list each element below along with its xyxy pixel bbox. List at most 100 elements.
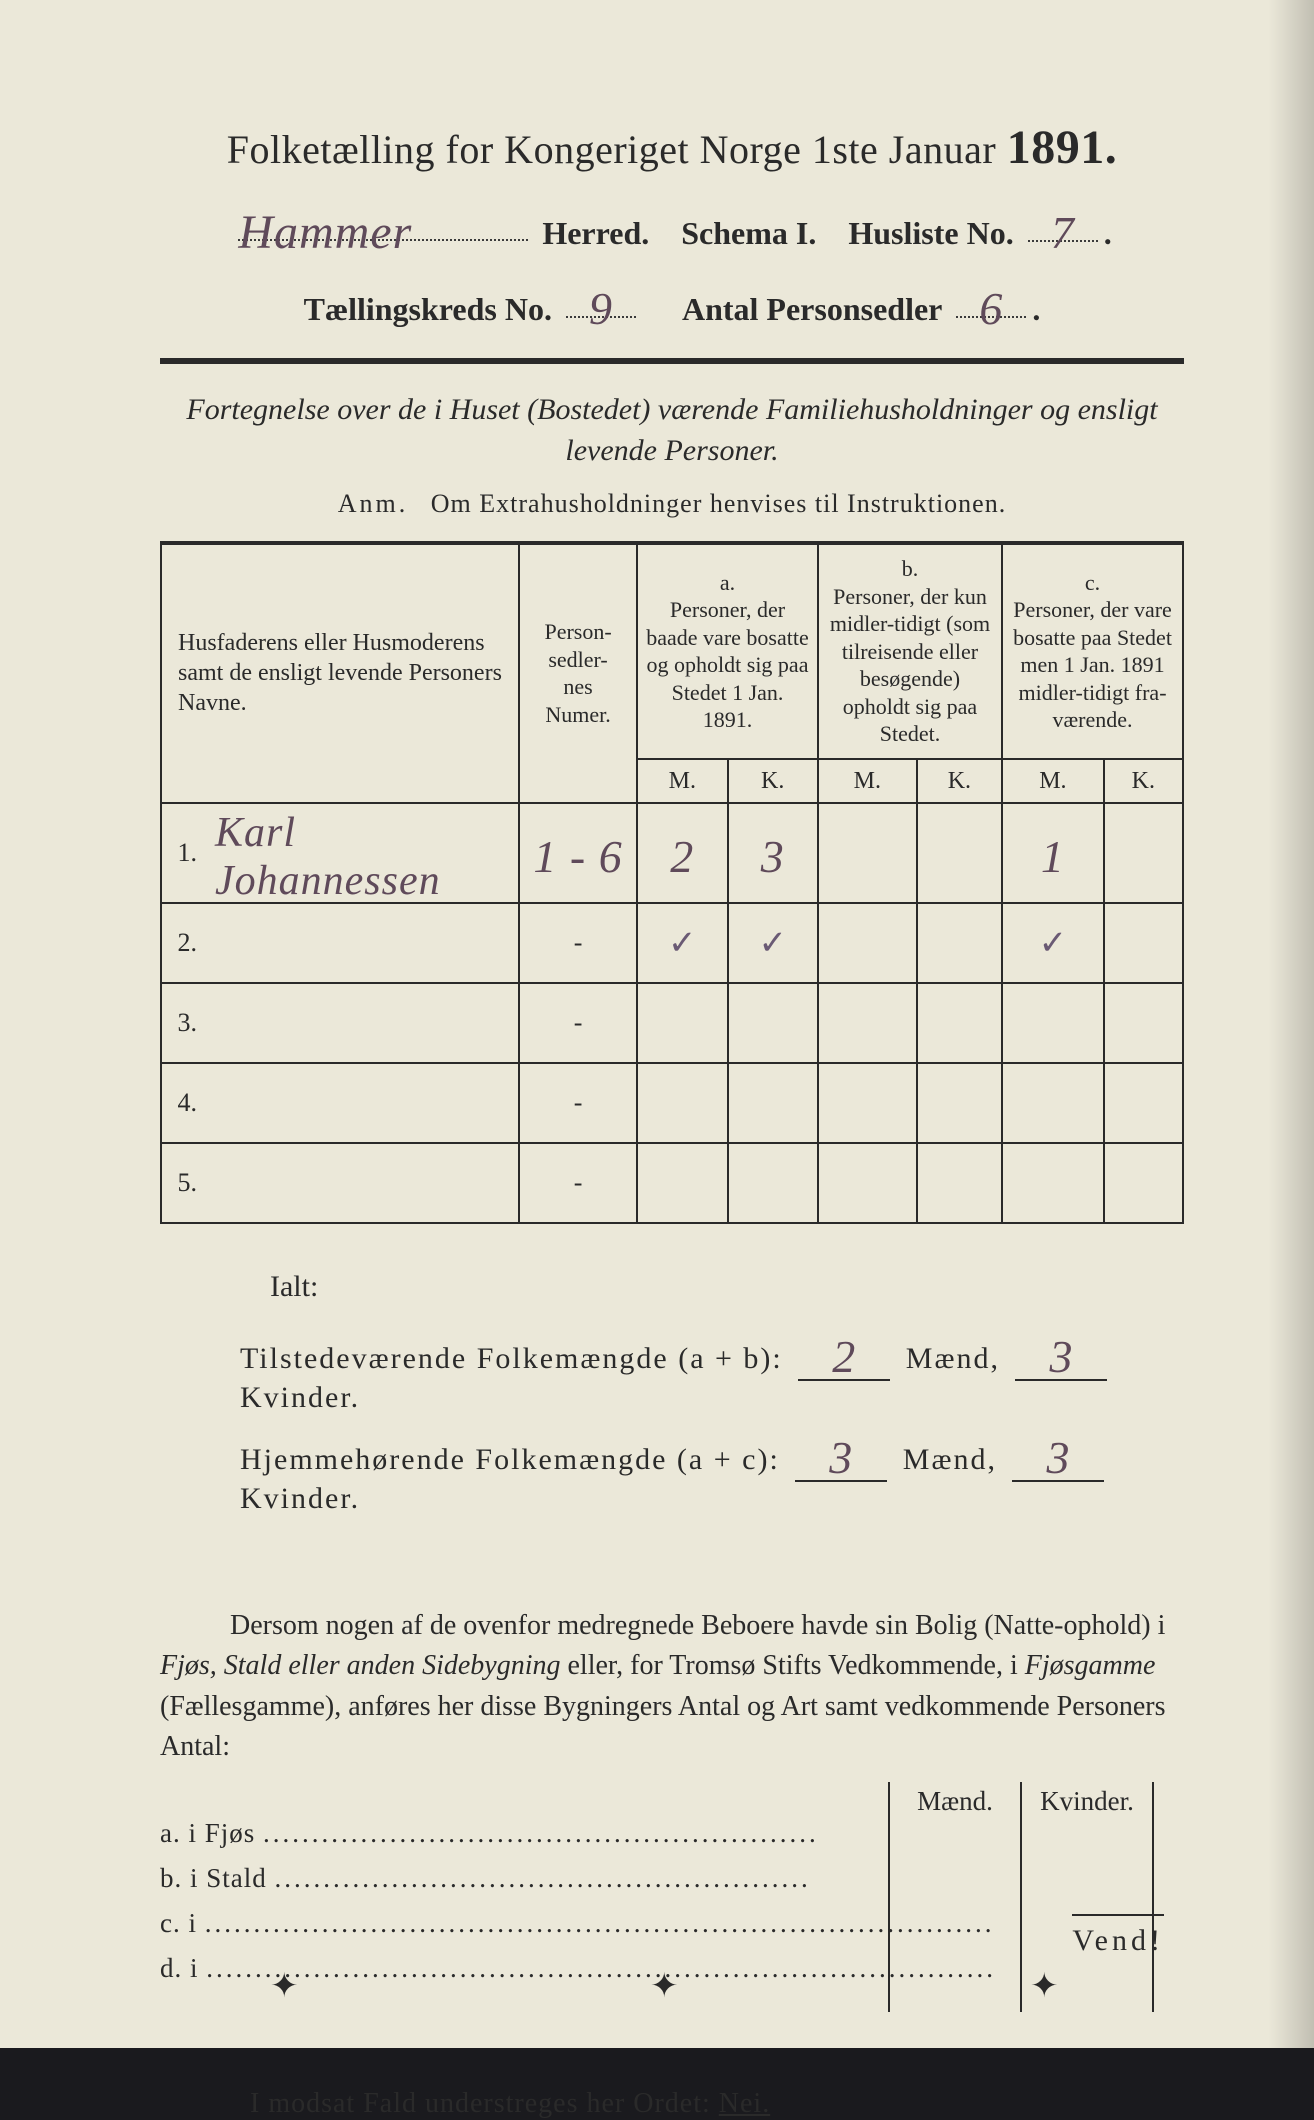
col-a-k: K. xyxy=(728,759,818,803)
ialt-block: Ialt: Tilstedeværende Folkemængde (a + b… xyxy=(160,1270,1184,1516)
subtitle-line1: Fortegnelse over de i Huset (Bostedet) v… xyxy=(186,393,1157,426)
row-c-k xyxy=(1104,903,1183,983)
row-number: 2. xyxy=(161,903,207,983)
row-c-m xyxy=(1002,983,1104,1063)
col-c-header: c. Personer, der vare bosatte paa Stedet… xyxy=(1002,543,1183,759)
row-num: - xyxy=(519,1063,637,1143)
row-c-k xyxy=(1104,1063,1183,1143)
row-b-m xyxy=(818,983,917,1063)
ialt-row1-label: Tilstedeværende Folkemængde (a + b): xyxy=(240,1342,783,1375)
row-a-k: ✓ xyxy=(728,903,818,983)
herred-label: Herred. xyxy=(542,215,649,251)
subtitle: Fortegnelse over de i Huset (Bostedet) v… xyxy=(160,390,1184,471)
row-num: 1 - 6 xyxy=(519,803,637,903)
row-a-m: ✓ xyxy=(637,903,727,983)
personsedler-label: Antal Personsedler xyxy=(682,291,942,327)
ialt-kvinder: Kvinder. xyxy=(240,1381,360,1414)
page-marker-icon: ✦ xyxy=(1030,1966,1059,2006)
col-c-k: K. xyxy=(1104,759,1183,803)
kreds-value: 9 xyxy=(589,283,613,334)
row-a-k xyxy=(728,983,818,1063)
subtitle-line2: levende Personer. xyxy=(565,434,778,467)
para-t3: (Fællesgamme), anføres her disse Bygning… xyxy=(160,1691,1165,1763)
para-t2: eller, for Tromsø Stifts Vedkommende, i xyxy=(561,1650,1025,1681)
lower-dots-b: ........................................… xyxy=(275,1863,811,1893)
row-name xyxy=(207,983,519,1063)
col-b-k: K. xyxy=(917,759,1002,803)
ialt-row1-m: 2 xyxy=(832,1331,856,1382)
title-line: Folketælling for Kongeriget Norge 1ste J… xyxy=(160,120,1184,175)
lower-dots-c: ........................................… xyxy=(205,1908,995,1938)
lower-label-b: b. i Stald xyxy=(160,1863,267,1893)
husliste-value: 7 xyxy=(1051,207,1075,258)
header-line-2: Tællingskreds No. 9 Antal Personsedler 6… xyxy=(160,278,1184,328)
col-a-m: M. xyxy=(637,759,727,803)
modsat-nei: Nei. xyxy=(719,2088,770,2119)
row-b-k xyxy=(917,803,1002,903)
row-c-m xyxy=(1002,1063,1104,1143)
table-body: 1. Karl Johannessen 1 - 6 2 3 1 2. - ✓ ✓… xyxy=(161,803,1183,1223)
instruction-paragraph: Dersom nogen af de ovenfor medregnede Be… xyxy=(160,1606,1184,1768)
row-b-m xyxy=(818,1063,917,1143)
census-form-page: Folketælling for Kongeriget Norge 1ste J… xyxy=(0,0,1314,2048)
para-t1: Dersom nogen af de ovenfor medregnede Be… xyxy=(230,1610,1165,1641)
lower-line: b. i Stald .............................… xyxy=(160,1863,1184,1894)
heavy-rule xyxy=(160,358,1184,364)
col-b-header: b. Personer, der kun midler-tidigt (som … xyxy=(818,543,1002,759)
col-b-top: b. xyxy=(827,555,993,583)
lower-line: a. i Fjøs ..............................… xyxy=(160,1818,1184,1849)
ialt-row2-k: 3 xyxy=(1046,1432,1070,1483)
lower-dots-a: ........................................… xyxy=(263,1818,819,1848)
row-b-m xyxy=(818,803,917,903)
ialt-kvinder2: Kvinder. xyxy=(240,1482,360,1515)
table-row: 4. - xyxy=(161,1063,1183,1143)
row-number: 4. xyxy=(161,1063,207,1143)
schema-label: Schema I. xyxy=(681,215,816,251)
row-num: - xyxy=(519,1143,637,1223)
modsat-line: I modsat Fald understreges her Ordet: Ne… xyxy=(160,2088,1184,2120)
page-marker-icon: ✦ xyxy=(650,1966,679,2006)
kreds-label: Tællingskreds No. xyxy=(304,291,552,327)
row-a-m: 2 xyxy=(637,803,727,903)
page-marker-icon: ✦ xyxy=(270,1966,299,2006)
row-a-k xyxy=(728,1143,818,1223)
lower-dots-d: ........................................… xyxy=(206,1953,996,1983)
row-c-k xyxy=(1104,1143,1183,1223)
row-a-m xyxy=(637,1143,727,1223)
col-a-text: Personer, der baade vare bosatte og opho… xyxy=(646,596,809,734)
header-line-1: Hammer Herred. Schema I. Husliste No. 7 … xyxy=(160,201,1184,252)
col-b-m: M. xyxy=(818,759,917,803)
anm-text: Om Extrahusholdninger henvises til Instr… xyxy=(431,489,1006,518)
lower-label-c: c. i xyxy=(160,1908,197,1938)
row-a-k: 3 xyxy=(728,803,818,903)
row-b-k xyxy=(917,1143,1002,1223)
anm-prefix: Anm. xyxy=(338,489,409,518)
row-b-k xyxy=(917,903,1002,983)
row-number: 1. xyxy=(161,803,207,903)
row-num: - xyxy=(519,903,637,983)
row-c-m: ✓ xyxy=(1002,903,1104,983)
col-a-header: a. Personer, der baade vare bosatte og o… xyxy=(637,543,818,759)
ialt-row-1: Tilstedeværende Folkemængde (a + b): 2 M… xyxy=(240,1326,1184,1415)
row-b-m xyxy=(818,903,917,983)
table-row: 1. Karl Johannessen 1 - 6 2 3 1 xyxy=(161,803,1183,903)
lower-line: c. i ...................................… xyxy=(160,1908,1184,1939)
col-c-m: M. xyxy=(1002,759,1104,803)
husliste-label: Husliste No. xyxy=(848,215,1013,251)
anm-line: Anm. Om Extrahusholdninger henvises til … xyxy=(160,489,1184,519)
row-name xyxy=(207,1143,519,1223)
row-number: 3. xyxy=(161,983,207,1063)
title-year: 1891. xyxy=(1007,121,1118,174)
title-text: Folketælling for Kongeriget Norge 1ste J… xyxy=(227,127,996,172)
row-num: - xyxy=(519,983,637,1063)
ialt-maend: Mænd, xyxy=(906,1342,1000,1375)
vend-label: Vend! xyxy=(1072,1914,1164,1958)
row-b-k xyxy=(917,1063,1002,1143)
main-table: Husfaderens eller Husmoderens samt de en… xyxy=(160,541,1184,1224)
personsedler-value: 6 xyxy=(979,283,1003,334)
row-name xyxy=(207,1063,519,1143)
col-num-header: Person- sedler- nes Numer. xyxy=(519,543,637,803)
lower-label-d: d. i xyxy=(160,1953,199,1983)
row-c-k xyxy=(1104,803,1183,903)
para-em1: Fjøs, Stald eller anden Sidebygning xyxy=(160,1650,561,1681)
